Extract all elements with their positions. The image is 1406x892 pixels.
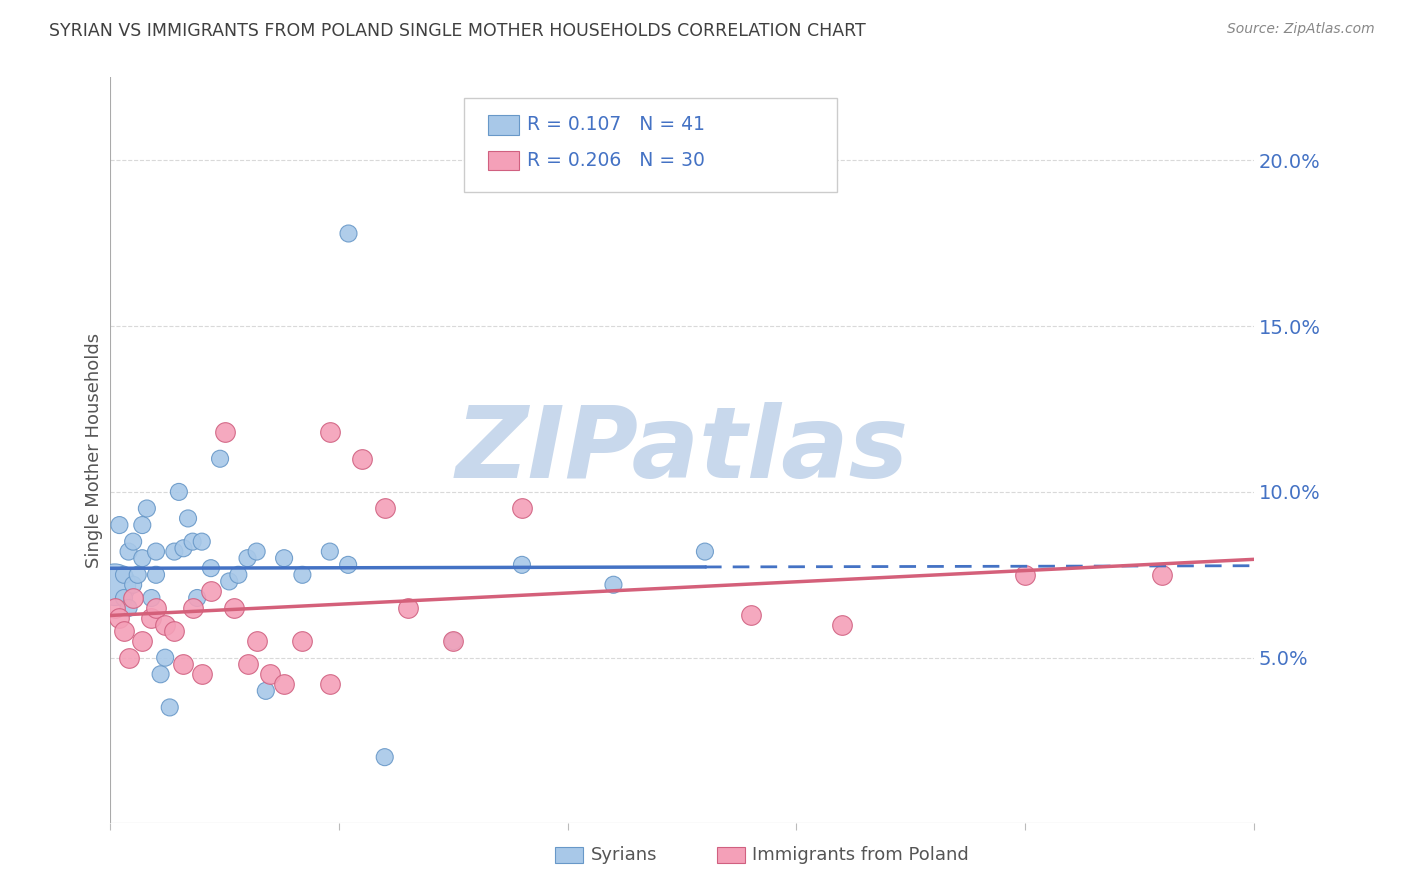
Point bbox=[337, 227, 360, 241]
Point bbox=[135, 501, 157, 516]
Text: Immigrants from Poland: Immigrants from Poland bbox=[752, 847, 969, 864]
Text: Source: ZipAtlas.com: Source: ZipAtlas.com bbox=[1227, 22, 1375, 37]
Point bbox=[291, 634, 314, 648]
Point bbox=[441, 634, 464, 648]
Point bbox=[228, 567, 250, 582]
Point bbox=[246, 634, 269, 648]
Point bbox=[177, 511, 200, 525]
Point bbox=[108, 518, 131, 533]
Point bbox=[159, 700, 181, 714]
Point bbox=[602, 578, 624, 592]
Point bbox=[141, 611, 163, 625]
Point bbox=[236, 657, 259, 672]
Point bbox=[374, 750, 396, 764]
Point bbox=[153, 650, 176, 665]
Point bbox=[693, 544, 716, 558]
Point bbox=[236, 551, 259, 566]
Point bbox=[141, 591, 163, 605]
Point bbox=[740, 607, 762, 622]
Point bbox=[117, 544, 139, 558]
Point bbox=[112, 567, 135, 582]
Point bbox=[337, 558, 360, 572]
Point bbox=[117, 650, 139, 665]
Point bbox=[131, 518, 153, 533]
Point bbox=[172, 541, 194, 556]
Point bbox=[1152, 567, 1174, 582]
Point bbox=[350, 451, 373, 466]
Point bbox=[441, 634, 464, 648]
Point bbox=[209, 451, 232, 466]
Point bbox=[273, 677, 295, 691]
Point bbox=[104, 578, 127, 592]
Point bbox=[186, 591, 208, 605]
Text: R = 0.206   N = 30: R = 0.206 N = 30 bbox=[527, 151, 706, 170]
Point bbox=[181, 534, 204, 549]
Text: Syrians: Syrians bbox=[591, 847, 657, 864]
Point bbox=[112, 624, 135, 639]
Point bbox=[218, 574, 240, 589]
Point bbox=[246, 544, 269, 558]
Point bbox=[167, 484, 190, 499]
Point bbox=[273, 551, 295, 566]
Point bbox=[259, 667, 281, 681]
Point bbox=[319, 544, 342, 558]
Point bbox=[149, 667, 172, 681]
Point bbox=[200, 584, 222, 599]
Point bbox=[145, 601, 167, 615]
Point bbox=[104, 601, 127, 615]
Point bbox=[108, 611, 131, 625]
Point bbox=[319, 677, 342, 691]
Point bbox=[190, 534, 212, 549]
Text: R = 0.107   N = 41: R = 0.107 N = 41 bbox=[527, 115, 706, 135]
Point bbox=[122, 578, 145, 592]
Point bbox=[319, 425, 342, 440]
Point bbox=[122, 591, 145, 605]
Point bbox=[153, 617, 176, 632]
Point bbox=[131, 551, 153, 566]
Point bbox=[117, 601, 139, 615]
Point bbox=[122, 534, 145, 549]
Point bbox=[112, 591, 135, 605]
Point bbox=[181, 601, 204, 615]
Point bbox=[145, 544, 167, 558]
Text: SYRIAN VS IMMIGRANTS FROM POLAND SINGLE MOTHER HOUSEHOLDS CORRELATION CHART: SYRIAN VS IMMIGRANTS FROM POLAND SINGLE … bbox=[49, 22, 866, 40]
Point bbox=[200, 561, 222, 575]
Point bbox=[222, 601, 245, 615]
Point bbox=[145, 567, 167, 582]
Text: ZIPatlas: ZIPatlas bbox=[456, 402, 908, 499]
Point bbox=[131, 634, 153, 648]
Point bbox=[163, 544, 186, 558]
Point bbox=[1014, 567, 1036, 582]
Point bbox=[396, 601, 419, 615]
Point bbox=[214, 425, 236, 440]
Point bbox=[190, 667, 212, 681]
Point bbox=[510, 501, 533, 516]
Point bbox=[831, 617, 853, 632]
Point bbox=[510, 558, 533, 572]
Point bbox=[291, 567, 314, 582]
Point bbox=[254, 683, 277, 698]
Point bbox=[127, 567, 149, 582]
Y-axis label: Single Mother Households: Single Mother Households bbox=[86, 333, 103, 568]
Point bbox=[163, 624, 186, 639]
Point bbox=[172, 657, 194, 672]
Point bbox=[374, 501, 396, 516]
